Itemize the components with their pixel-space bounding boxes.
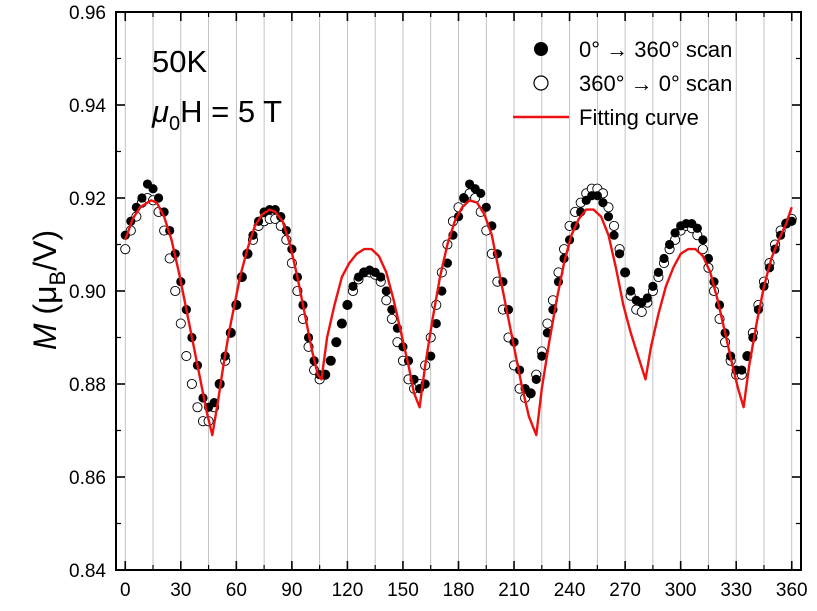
y-tick-label: 0.92 <box>69 189 106 210</box>
x-tick-label: 330 <box>720 580 752 601</box>
filled-circle-point <box>476 188 486 198</box>
filled-circle-point <box>431 318 441 329</box>
open-circle-point <box>608 220 620 231</box>
open-circle-point <box>381 295 392 306</box>
filled-circle-point <box>342 300 353 310</box>
legend-label-reverse-scan: 360° → 0° scan <box>579 71 732 96</box>
legend-open-circle-marker <box>533 75 549 91</box>
filled-circle-point <box>537 351 547 361</box>
x-tick-label: 120 <box>332 580 364 601</box>
x-tick-label: 360 <box>776 580 808 601</box>
x-tick-label: 150 <box>387 580 419 601</box>
open-circle-point <box>542 318 553 329</box>
filled-circle-point <box>598 198 608 208</box>
filled-circle-point <box>481 202 491 212</box>
filled-circle-point <box>137 193 147 203</box>
legend-label-forward-scan: 0° → 360° scan <box>579 37 732 62</box>
y-tick-label: 0.84 <box>69 561 106 582</box>
open-circle-point <box>186 378 197 390</box>
filled-circle-point <box>459 193 469 203</box>
temperature-annotation: 50K <box>152 44 207 79</box>
x-tick-label: 180 <box>443 580 475 601</box>
x-tick-label: 270 <box>609 580 641 601</box>
x-tick-label: 210 <box>498 580 530 601</box>
filled-circle-point <box>620 267 630 277</box>
filled-circle-point <box>698 235 708 245</box>
filled-circle-point <box>642 293 652 303</box>
open-circle-point <box>181 351 192 362</box>
open-circle-point <box>192 402 203 413</box>
filled-circle-point <box>648 281 658 291</box>
x-tick-label: 0 <box>120 580 131 601</box>
filled-circle-point <box>526 388 536 398</box>
x-tick-label: 90 <box>281 580 302 601</box>
filled-circle-point <box>692 223 702 233</box>
y-tick-label: 0.96 <box>69 3 106 24</box>
y-axis-label: M (μB/V) <box>27 230 70 350</box>
filled-circle-point <box>737 365 747 375</box>
filled-circle-point <box>659 253 669 264</box>
filled-circle-point <box>614 249 625 259</box>
open-circle-point <box>636 306 647 317</box>
filled-circle-point <box>609 230 619 240</box>
filled-circle-point <box>337 318 347 329</box>
filled-circle-point <box>442 258 452 268</box>
filled-circle-point <box>603 212 614 222</box>
filled-circle-point <box>348 281 358 291</box>
y-tick-label: 0.90 <box>69 282 106 303</box>
filled-circle-point <box>381 286 391 296</box>
x-tick-label: 240 <box>554 580 586 601</box>
filled-circle-point <box>153 193 164 203</box>
x-tick-label: 60 <box>226 580 247 601</box>
open-circle-point <box>175 318 186 329</box>
filled-circle-point <box>653 267 664 277</box>
field-annotation: μ0H = 5 T <box>151 94 282 135</box>
filled-circle-point <box>787 216 797 226</box>
filled-circle-point <box>670 228 680 238</box>
x-tick-label: 300 <box>665 580 697 601</box>
legend: 0° → 360° scan 360° → 0° scan Fitting cu… <box>513 37 732 130</box>
open-circle-point <box>170 285 181 297</box>
filled-circle-point <box>376 272 386 282</box>
fitting-curve-line <box>124 199 793 437</box>
filled-circle-point <box>331 337 341 347</box>
filled-circle-point <box>426 351 436 361</box>
axis-ticks: 0 30 60 90 120 150 180 210 240 270 300 330 360 0.84 0.… <box>69 3 808 601</box>
vertical-grid <box>124 12 793 570</box>
legend-label-fitting-curve: Fitting curve <box>579 105 699 130</box>
data-series <box>120 179 797 437</box>
open-circle-point <box>386 313 397 324</box>
y-tick-label: 0.94 <box>69 96 106 117</box>
y-tick-label: 0.86 <box>69 468 106 489</box>
filled-circle-point <box>664 239 675 250</box>
open-circle-point <box>697 244 708 255</box>
filled-circle-point <box>437 286 447 296</box>
filled-circle-point <box>148 184 158 194</box>
x-tick-label: 30 <box>170 580 191 601</box>
open-circle-point <box>120 244 131 255</box>
filled-circle-point <box>592 191 602 201</box>
filled-circle-point <box>531 374 541 384</box>
filled-circle-point <box>326 356 336 366</box>
legend-filled-circle-marker <box>534 42 548 56</box>
y-tick-label: 0.88 <box>69 375 106 396</box>
filled-circle-point <box>626 286 636 296</box>
